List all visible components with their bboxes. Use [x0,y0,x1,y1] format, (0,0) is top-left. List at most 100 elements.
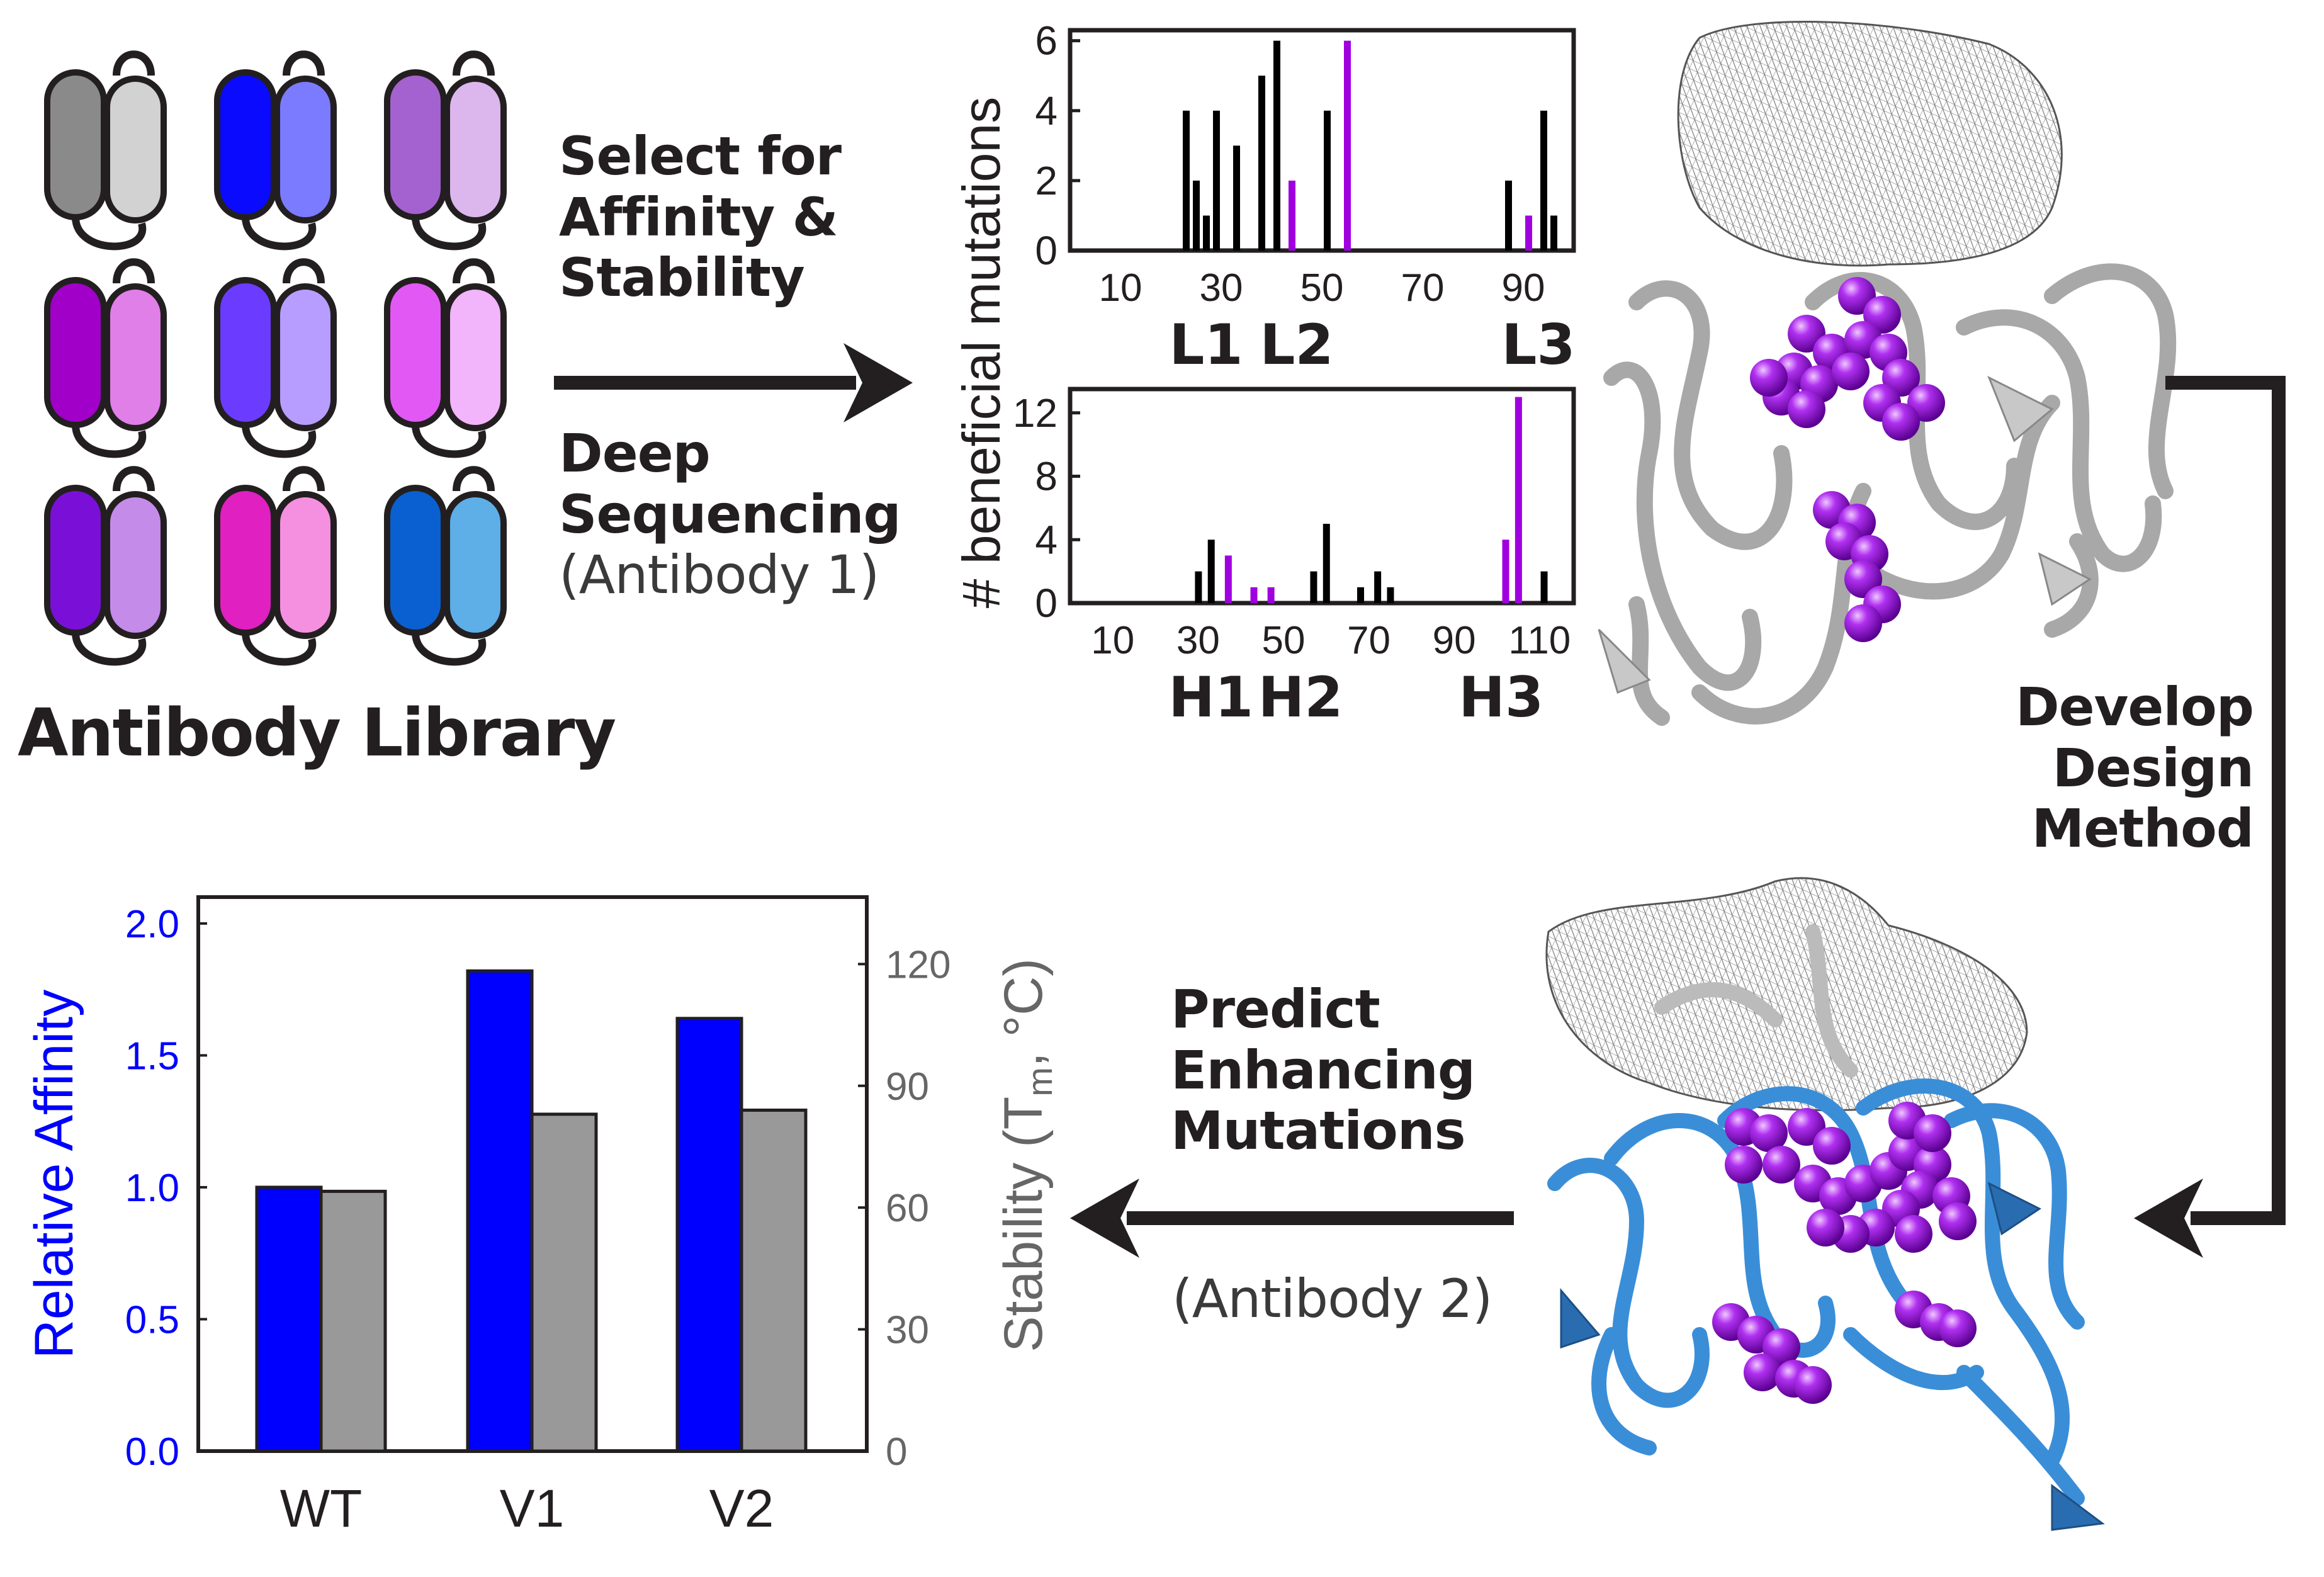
y-tick-label: 0 [1035,580,1058,626]
stability-bar [530,1112,598,1453]
black-bar [1207,540,1215,603]
y-tick-label: 2 [1035,158,1058,203]
antibody-domain-dark [384,277,447,428]
purple-bar [1502,540,1509,603]
mutation-sphere [1750,359,1788,397]
x-tick-label: 30 [1176,619,1220,662]
antibody-icon [44,466,167,666]
mutation-sphere [1807,1209,1844,1246]
y-tick-label: 12 [1013,390,1058,436]
y2-tick-label: 120 [886,943,950,986]
y-tick-label: 1.5 [125,1034,179,1078]
x-tick-label: 10 [1091,619,1134,662]
black-bar [1374,571,1382,603]
affinity-bar [675,1017,743,1453]
step1-line5: Sequencing [559,483,901,545]
black-bar [1323,524,1330,603]
antibody-loop [453,466,495,492]
affinity-bar [255,1185,323,1453]
antibody-domain-light [444,491,507,639]
purple-bar [1224,555,1232,603]
antibody-loop [113,258,155,284]
mutation-spheres-top [1750,277,1945,642]
x-tick-label: 10 [1099,266,1142,310]
plot-frame [1068,28,1576,253]
antibody-icon [44,50,167,251]
antibody-antigen-complex-blue-icon [1545,877,2105,1531]
antibody-tail [242,217,317,251]
black-bar [1233,145,1240,251]
step2-line1: Develop [2015,676,2254,738]
antibody-domain-dark [44,69,107,220]
antibody-antigen-complex-gray-icon [1598,21,2177,726]
y2-tick-label: 0 [886,1430,907,1474]
x-tick-label: 50 [1300,266,1344,310]
black-bar [1387,587,1394,603]
antibody-icon [384,466,507,666]
black-bar [1310,571,1317,603]
mutation-sphere [1788,390,1825,428]
stability-axis-label-tail: , °C) [993,958,1054,1067]
antibody-domain-light [274,491,337,639]
step1-select-label: Select for Affinity & Stability [559,126,842,308]
affinity-bar [466,969,534,1453]
step3-line2: Enhancing [1171,1039,1475,1101]
antibody-domain-light [444,283,507,431]
mutation-sphere [1744,1354,1781,1391]
stability-axis-label: Stability (Tm, °C) [993,958,1059,1352]
antibody-icon [44,258,167,458]
step1-line6: (Antibody 1) [559,544,879,606]
region-label: L3 [1501,312,1575,377]
purple-bar [1250,587,1258,603]
antibody-tail [72,217,147,251]
step3-line3: Mutations [1171,1100,1466,1162]
region-label: H2 [1258,665,1343,730]
y-tick-label: 0.0 [125,1430,179,1474]
antibody-tail [412,632,487,666]
category-label: V2 [709,1479,774,1538]
antibody-icon [214,50,337,251]
black-bar [1540,571,1548,603]
y-tick-label: 1.0 [125,1167,179,1210]
region-label: L2 [1260,312,1333,377]
black-bar [1183,110,1190,251]
variant-affinity-stability-chart: WT V1 V2 0.0 0.5 1.0 1.5 2.0 0 30 60 90 120 Relative … [24,895,1059,1538]
stability-axis-label-main: Stability (T [993,1097,1054,1352]
x-tick-label: 70 [1347,619,1390,662]
stability-axis-label-sub: m [1020,1067,1059,1097]
antibody-icon [384,258,507,458]
y2-tick-label: 90 [886,1065,929,1109]
antibody-tail [242,424,317,458]
black-bar [1550,215,1557,251]
region-label: H3 [1458,665,1543,730]
affinity-axis-label: Relative Affinity [24,990,84,1359]
y-tick-label: 6 [1035,18,1058,64]
category-label: V1 [500,1479,565,1538]
black-bar [1258,76,1265,251]
black-bar [1324,110,1331,251]
antibody-loop [453,258,495,284]
black-bar [1193,180,1200,251]
mutation-sphere [1895,1215,1932,1253]
antibody-loop [283,50,325,76]
antibody-domain-dark [214,485,277,636]
step3-line1: Predict [1171,978,1380,1040]
y-tick-label: 4 [1035,88,1058,133]
antibody-domain-light [104,491,167,639]
antibody-library-grid [44,50,507,666]
black-bar [1195,571,1202,603]
antibody-domain-light [104,76,167,223]
step2-line2: Design [2052,737,2254,799]
mutation-sphere [1763,1146,1800,1184]
antibody-domain-light [444,76,507,223]
purple-bar [1267,587,1275,603]
step2-line3: Method [2031,798,2254,860]
x-tick-label: 90 [1433,619,1476,662]
antibody-loop [283,258,325,284]
plot-frame [1068,387,1576,606]
mutation-sphere [1813,1127,1851,1165]
purple-bar [1515,397,1522,603]
antibody-domain-dark [214,277,277,428]
antibody-tail [412,217,487,251]
